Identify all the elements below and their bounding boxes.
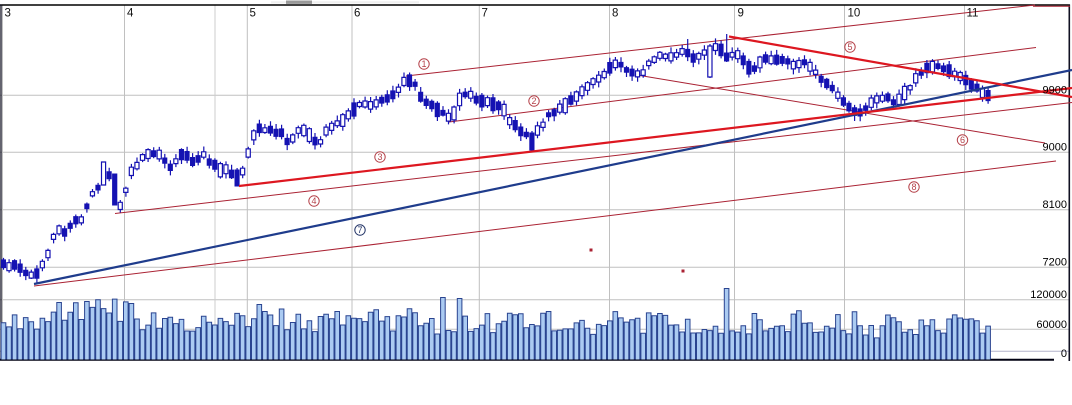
svg-text:10: 10 bbox=[848, 8, 861, 20]
svg-text:0: 0 bbox=[1061, 348, 1067, 360]
svg-text:6: 6 bbox=[354, 8, 360, 20]
svg-text:2: 2 bbox=[531, 96, 536, 106]
svg-text:9: 9 bbox=[738, 8, 744, 20]
svg-text:3: 3 bbox=[377, 152, 382, 162]
svg-text:4: 4 bbox=[127, 8, 134, 20]
svg-text:11: 11 bbox=[967, 8, 979, 20]
svg-text:7: 7 bbox=[482, 8, 488, 20]
svg-text:5: 5 bbox=[250, 8, 256, 20]
svg-text:6: 6 bbox=[960, 135, 965, 145]
svg-text:60000: 60000 bbox=[1036, 319, 1067, 331]
svg-text:5: 5 bbox=[847, 42, 852, 52]
svg-text:8: 8 bbox=[612, 8, 618, 20]
svg-text:8100: 8100 bbox=[1043, 199, 1067, 211]
svg-text:3: 3 bbox=[5, 8, 11, 20]
svg-text:4: 4 bbox=[311, 196, 316, 206]
svg-text:7200: 7200 bbox=[1043, 257, 1067, 269]
svg-text:9900: 9900 bbox=[1043, 85, 1067, 97]
svg-text:1: 1 bbox=[421, 59, 426, 69]
svg-text:8: 8 bbox=[911, 182, 916, 192]
svg-text:7: 7 bbox=[357, 225, 362, 235]
svg-text:9000: 9000 bbox=[1043, 142, 1067, 154]
svg-text:120000: 120000 bbox=[1030, 289, 1067, 301]
